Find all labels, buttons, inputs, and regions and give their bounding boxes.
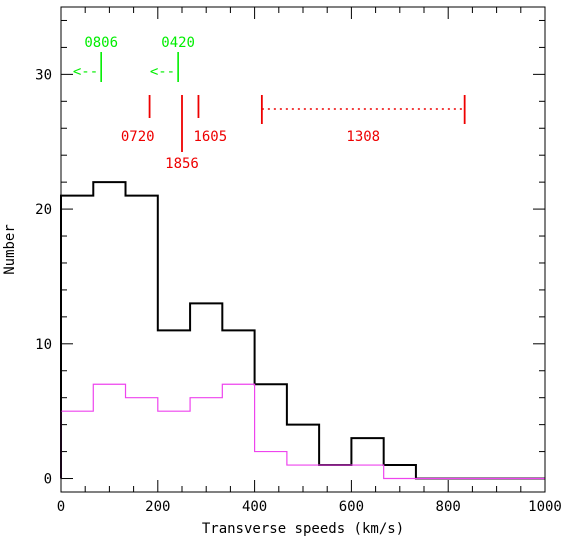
x-tick-label: 0 [57, 499, 65, 515]
annotation-label: 0720 [121, 129, 155, 145]
x-tick-label: 400 [242, 499, 267, 515]
upper-limit-arrow: <-- [73, 64, 98, 80]
x-tick-label: 200 [145, 499, 170, 515]
x-tick-label: 600 [339, 499, 364, 515]
y-tick-label: 0 [44, 472, 52, 488]
tick-labels: 0 200 400 600 800 1000 0 10 20 30 [35, 67, 562, 515]
histogram-series [60, 181, 545, 480]
annotations: <-- 0806 <-- 0420 0720 1856 1605 1308 [73, 35, 466, 172]
annotation-label: 1856 [165, 156, 199, 172]
y-tick-label: 30 [35, 67, 52, 83]
axis-ticks [60, 7, 546, 492]
x-tick-label: 800 [436, 499, 461, 515]
upper-limit-arrow: <-- [150, 64, 175, 80]
annotation-label: 1308 [346, 129, 380, 145]
annotation-label: 0420 [161, 35, 195, 51]
histogram-series-line [60, 181, 545, 480]
annotation-label: 1605 [193, 129, 227, 145]
y-tick-label: 20 [35, 202, 52, 218]
x-tick-label: 1000 [528, 499, 562, 515]
plot-frame [60, 6, 546, 493]
y-tick-label: 10 [35, 337, 52, 353]
histogram-series-line [60, 383, 545, 480]
x-axis-label: Transverse speeds (km/s) [202, 521, 404, 537]
y-axis-label: Number [2, 224, 18, 275]
annotation-label: 0806 [84, 35, 118, 51]
